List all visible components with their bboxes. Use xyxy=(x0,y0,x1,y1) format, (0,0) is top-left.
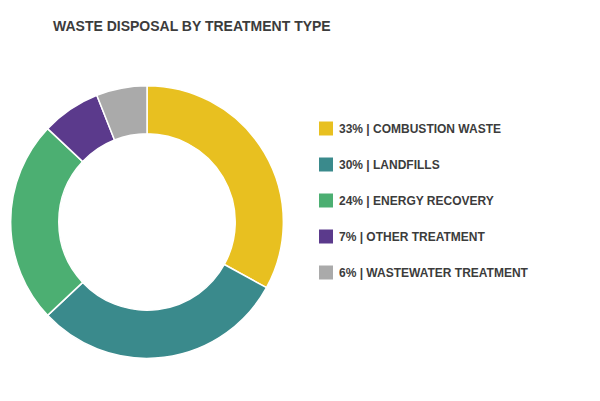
svg-text:33% | COMBUSTION WASTE: 33% | COMBUSTION WASTE xyxy=(339,122,501,136)
svg-text:6% | WASTEWATER TREATMENT: 6% | WASTEWATER TREATMENT xyxy=(339,266,529,280)
svg-text:24% | ENERGY RECOVERY: 24% | ENERGY RECOVERY xyxy=(339,194,494,208)
svg-text:30% | LANDFILLS: 30% | LANDFILLS xyxy=(339,158,440,172)
svg-text:WASTE DISPOSAL BY TREATMENT TY: WASTE DISPOSAL BY TREATMENT TYPE xyxy=(53,18,331,34)
svg-text:7% | OTHER TREATMENT: 7% | OTHER TREATMENT xyxy=(339,230,485,244)
